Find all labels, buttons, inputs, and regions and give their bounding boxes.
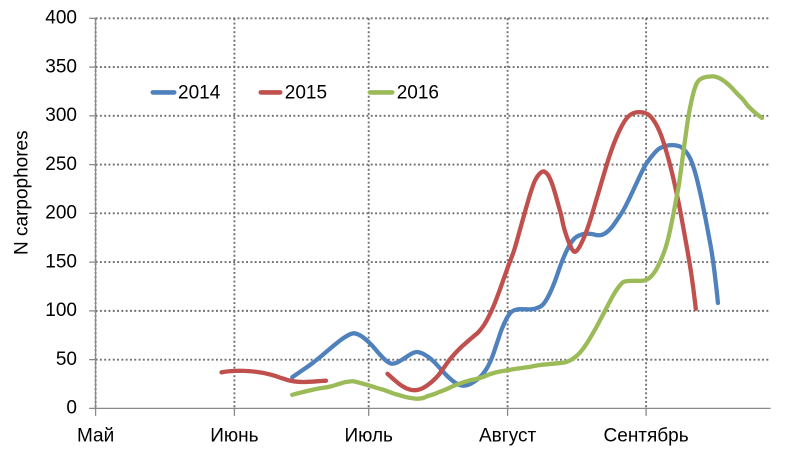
svg-text:350: 350 xyxy=(45,56,77,77)
svg-text:150: 150 xyxy=(45,251,77,272)
svg-text:400: 400 xyxy=(45,8,77,29)
svg-text:2014: 2014 xyxy=(178,83,221,104)
svg-text:Июнь: Июнь xyxy=(210,425,258,446)
svg-text:250: 250 xyxy=(45,154,77,175)
svg-text:0: 0 xyxy=(66,398,77,419)
svg-text:Май: Май xyxy=(77,425,114,446)
svg-text:300: 300 xyxy=(45,105,77,126)
svg-text:N carpophores: N carpophores xyxy=(12,130,33,255)
svg-text:2016: 2016 xyxy=(397,83,439,104)
svg-text:200: 200 xyxy=(45,203,77,224)
svg-text:50: 50 xyxy=(56,349,77,370)
svg-text:Июль: Июль xyxy=(344,425,393,446)
svg-text:100: 100 xyxy=(45,300,77,321)
svg-text:Сентябрь: Сентябрь xyxy=(604,425,689,446)
svg-text:2015: 2015 xyxy=(285,83,327,104)
svg-text:Август: Август xyxy=(479,425,536,446)
